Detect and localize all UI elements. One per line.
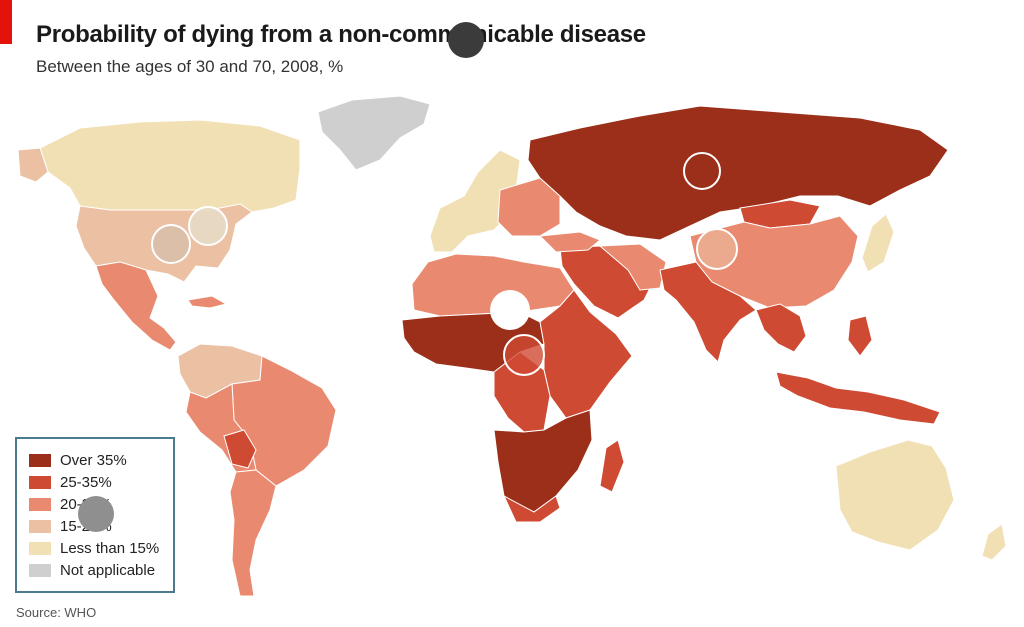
legend-item: 25-35% [29, 472, 112, 492]
ring-marker [503, 334, 545, 376]
region-russia [527, 105, 949, 241]
region-south-africa [502, 494, 561, 523]
region-indonesia [775, 371, 941, 425]
legend-label: Not applicable [60, 561, 156, 579]
legend-swatch [29, 497, 51, 511]
region-australia [835, 439, 955, 551]
white-blot [490, 290, 530, 330]
ring-marker [696, 228, 738, 270]
ring-marker [151, 224, 191, 264]
legend-swatch [29, 453, 51, 467]
source-note: Source: WHO [16, 605, 97, 620]
region-turkey [538, 231, 601, 253]
region-alaska [17, 147, 49, 183]
region-southern-cone [229, 469, 277, 597]
brand-accent-tab [0, 0, 12, 44]
region-iran [598, 243, 667, 291]
legend-item: Less than 15% [29, 538, 159, 558]
region-mexico [95, 261, 177, 351]
legend-label: Less than 15% [60, 539, 160, 557]
region-caribbean [187, 295, 228, 309]
ring-marker [188, 206, 228, 246]
legend-swatch [29, 541, 51, 555]
legend-swatch [29, 563, 51, 577]
region-southeast-asia [755, 303, 807, 353]
legend-label: Over 35% [60, 451, 127, 469]
region-south-asia [659, 261, 757, 363]
region-japan [861, 213, 895, 273]
legend-swatch [29, 519, 51, 533]
legend-swatch [29, 475, 51, 489]
ring-marker [683, 152, 721, 190]
legend-item: Over 35% [29, 450, 127, 470]
region-new-zealand [981, 523, 1007, 561]
gray-blot [78, 496, 114, 532]
map-subtitle: Between the ages of 30 and 70, 2008, % [36, 57, 344, 76]
region-bolivia [223, 429, 257, 469]
map-title: Probability of dying from a non-communic… [36, 21, 646, 48]
region-greenland [317, 95, 431, 171]
legend-item: Not applicable [29, 560, 155, 580]
region-madagascar [599, 439, 625, 493]
legend-label: 25-35% [60, 473, 112, 491]
dark-blot [448, 22, 484, 58]
region-canada [39, 119, 301, 213]
region-philippines [847, 315, 873, 357]
